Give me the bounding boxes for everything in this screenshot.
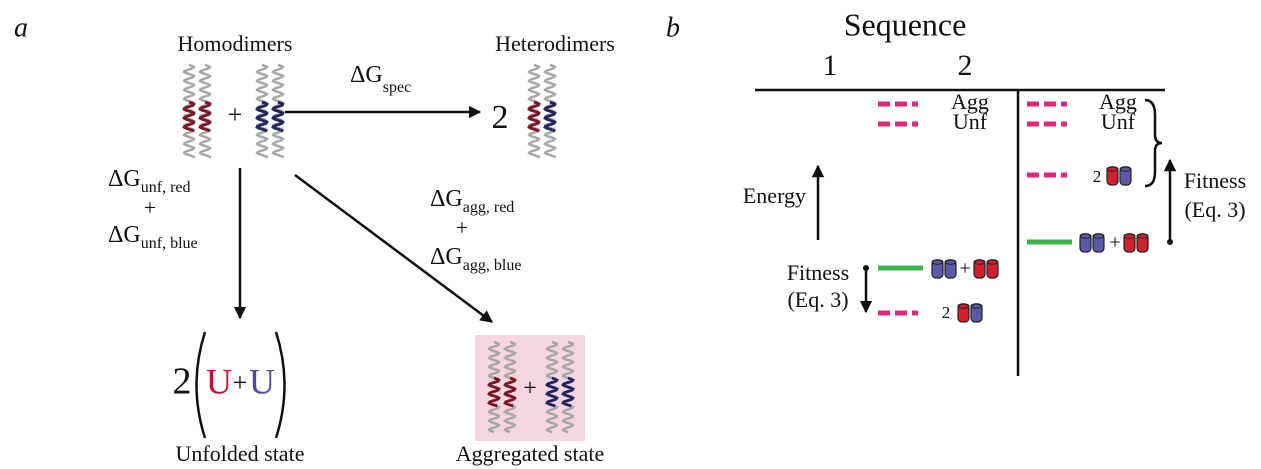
fitness-label: (Eq. 3) bbox=[1184, 197, 1245, 222]
cylinder bbox=[1120, 167, 1131, 185]
delta-g: ΔGagg, red bbox=[430, 186, 514, 216]
symbol: ΔG bbox=[108, 222, 141, 248]
subscript: spec bbox=[383, 79, 411, 96]
state-label: Aggregated state bbox=[456, 441, 604, 466]
symbol: ΔG bbox=[108, 166, 141, 192]
plus: + bbox=[233, 368, 248, 397]
subscript: agg, red bbox=[463, 199, 515, 216]
plus: + bbox=[523, 376, 537, 402]
plus: + bbox=[228, 100, 243, 129]
cylinder bbox=[971, 304, 982, 322]
count: 2 bbox=[1093, 167, 1102, 186]
cylinder bbox=[1093, 234, 1104, 252]
title: Sequence bbox=[844, 6, 967, 42]
cylinder bbox=[974, 260, 985, 278]
axis-label: Energy bbox=[743, 183, 806, 208]
cylinder bbox=[1080, 234, 1091, 252]
paren bbox=[276, 332, 285, 438]
subscript: agg, blue bbox=[463, 257, 522, 274]
fitness-label: (Eq. 3) bbox=[787, 287, 848, 312]
symbol: ΔG bbox=[430, 244, 463, 270]
delta-g: ΔGunf, red bbox=[108, 166, 191, 196]
delta-g: ΔGagg, blue bbox=[430, 244, 521, 274]
cylinder bbox=[932, 260, 943, 278]
cylinder bbox=[1107, 167, 1118, 185]
paren bbox=[197, 332, 206, 438]
state-label: Unfolded state bbox=[176, 441, 305, 466]
subscript: unf, red bbox=[141, 179, 191, 196]
cylinder bbox=[1137, 234, 1148, 252]
subscript: unf, blue bbox=[141, 235, 198, 252]
symbol: ΔG bbox=[350, 62, 383, 88]
brace bbox=[1145, 100, 1162, 186]
fitness-label: Fitness bbox=[1184, 168, 1246, 193]
fitness-label: Fitness bbox=[787, 260, 849, 285]
panel-label: a bbox=[14, 12, 28, 43]
plus: + bbox=[1109, 232, 1120, 254]
dot bbox=[863, 265, 869, 271]
cylinder bbox=[958, 304, 969, 322]
count: 2 bbox=[942, 303, 951, 322]
column-label: 1 bbox=[823, 49, 838, 82]
column-label: 2 bbox=[958, 49, 973, 82]
plus: + bbox=[456, 215, 468, 240]
u-blue: U bbox=[249, 361, 275, 401]
u-red: U bbox=[206, 361, 232, 401]
cylinder bbox=[945, 260, 956, 278]
cylinder bbox=[987, 260, 998, 278]
count: 2 bbox=[173, 361, 192, 403]
cylinder bbox=[1124, 234, 1135, 252]
level-label: Unf bbox=[1101, 109, 1136, 134]
figure: a Homodimers Heterodimers + ΔGspec 2 ΔGu… bbox=[0, 0, 1261, 469]
homodimers-label: Homodimers bbox=[178, 31, 293, 56]
symbol: ΔG bbox=[430, 186, 463, 212]
plus: + bbox=[144, 195, 156, 220]
dot bbox=[1167, 239, 1173, 245]
delta-g: ΔGspec bbox=[350, 62, 411, 96]
delta-g: ΔGunf, blue bbox=[108, 222, 198, 252]
count: 2 bbox=[492, 99, 509, 136]
plus: + bbox=[959, 258, 970, 280]
heterodimers-label: Heterodimers bbox=[495, 31, 615, 56]
level-label: Unf bbox=[953, 109, 988, 134]
panel-label: b bbox=[666, 12, 680, 43]
